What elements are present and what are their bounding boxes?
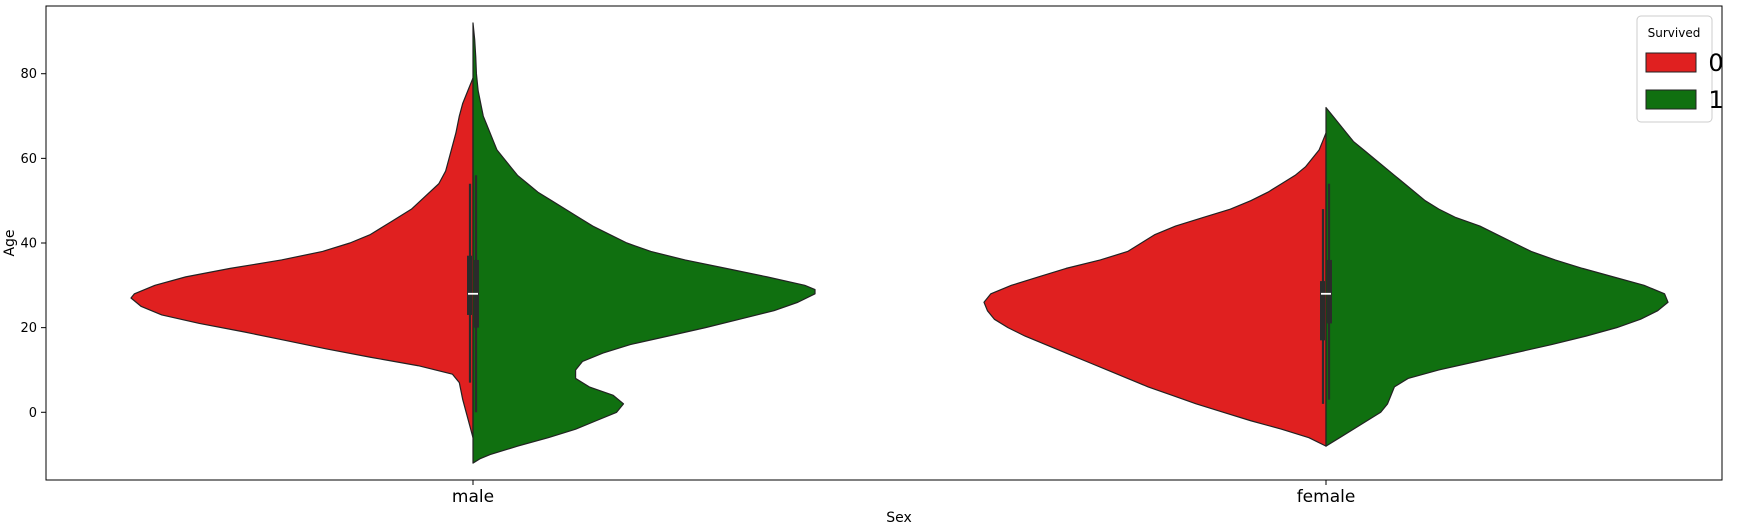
violin-group <box>130 22 1669 464</box>
legend-label-0: 0 <box>1708 49 1723 77</box>
x-axis-label: Sex <box>886 510 912 526</box>
violin-female-survived-1 <box>1325 106 1669 447</box>
legend-label-1: 1 <box>1708 86 1723 114</box>
legend-swatch-0 <box>1645 52 1697 73</box>
box-group <box>467 175 1332 413</box>
x-tick-label-male: male <box>452 487 494 507</box>
y-axis: 0 20 40 60 80 <box>20 67 46 421</box>
iqr-box-male-survived-0 <box>467 255 472 315</box>
x-axis: male female <box>452 480 1355 507</box>
violin-male-survived-1 <box>472 22 816 464</box>
y-axis-label: Age <box>2 229 18 256</box>
y-tick-label-80: 80 <box>20 67 37 82</box>
y-tick-label-60: 60 <box>20 152 37 167</box>
y-tick-label-0: 0 <box>29 406 37 421</box>
violin-male-survived-0 <box>130 77 474 439</box>
y-tick-label-20: 20 <box>20 321 37 336</box>
y-tick-label-40: 40 <box>20 237 37 252</box>
iqr-box-female-survived-0 <box>1320 281 1325 341</box>
x-tick-label-female: female <box>1297 487 1356 507</box>
legend: Survived 0 1 <box>1636 15 1724 123</box>
iqr-box-female-survived-1 <box>1327 259 1332 324</box>
violin-female-survived-0 <box>983 132 1327 447</box>
legend-swatch-1 <box>1645 89 1697 110</box>
legend-title: Survived <box>1648 26 1701 40</box>
